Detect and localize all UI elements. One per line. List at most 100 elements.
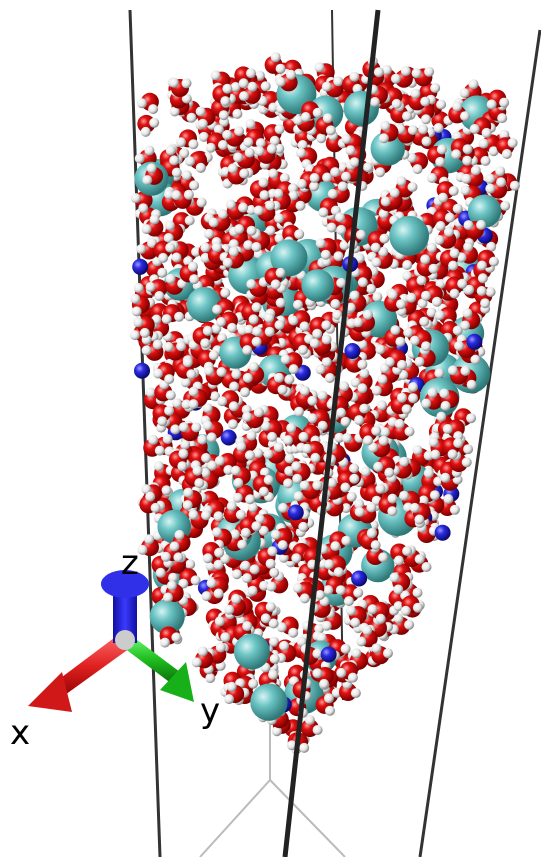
hydrogen (314, 62, 325, 73)
hydrogen (309, 338, 320, 349)
hydrogen (228, 401, 239, 412)
hydrogen (197, 118, 208, 129)
hydrogen (190, 575, 201, 586)
hydrogen (274, 320, 285, 330)
hydrogen (401, 404, 412, 415)
hydrogen (330, 299, 341, 309)
hydrogen (212, 304, 223, 315)
hydrogen (179, 148, 190, 159)
hydrogen (321, 81, 332, 92)
hydrogen (148, 104, 159, 115)
hydrogen (366, 502, 377, 513)
hydrogen (268, 618, 279, 629)
hydrogen (448, 260, 459, 271)
hydrogen (189, 274, 200, 285)
hydrogen (165, 390, 176, 401)
hydrogen (248, 314, 259, 325)
hydrogen (260, 467, 270, 478)
hydrogen (309, 181, 320, 192)
hydrogen (242, 621, 253, 632)
hydrogen (462, 308, 473, 319)
hydrogen (383, 648, 393, 659)
hydrogen (495, 166, 506, 177)
na-ion (134, 362, 150, 379)
hydrogen (240, 527, 251, 538)
hydrogen (251, 521, 262, 532)
hydrogen (165, 145, 176, 156)
hydrogen (435, 156, 446, 167)
hydrogen (381, 65, 392, 75)
hydrogen (208, 350, 219, 361)
hydrogen (436, 411, 447, 422)
hydrogen (217, 396, 228, 407)
hydrogen (288, 364, 299, 375)
hydrogen (174, 311, 185, 322)
hydrogen (340, 416, 351, 427)
hydrogen (380, 196, 391, 207)
hydrogen (145, 282, 156, 292)
hydrogen (499, 129, 510, 140)
hydrogen (452, 325, 463, 336)
hydrogen (407, 182, 418, 192)
hydrogen (244, 450, 255, 461)
hydrogen (276, 622, 287, 633)
hydrogen (204, 365, 214, 376)
hydrogen (448, 186, 459, 196)
cl-ion (186, 287, 222, 323)
hydrogen (297, 344, 308, 355)
hydrogen (400, 66, 411, 77)
hydrogen (140, 126, 151, 137)
hydrogen (324, 559, 334, 570)
hydrogen (481, 127, 492, 138)
hydrogen (421, 562, 432, 572)
hydrogen (393, 601, 404, 612)
hydrogen (499, 97, 510, 108)
hydrogen (222, 129, 233, 140)
hydrogen (225, 199, 236, 210)
hydrogen (253, 205, 264, 216)
hydrogen (232, 492, 243, 503)
hydrogen (341, 134, 352, 144)
hydrogen (255, 138, 266, 149)
hydrogen (205, 673, 216, 684)
hydrogen (226, 501, 237, 512)
hydrogen (176, 341, 187, 352)
hydrogen (339, 381, 350, 392)
hydrogen (354, 499, 365, 510)
hydrogen (428, 263, 439, 274)
hydrogen (229, 381, 240, 392)
hydrogen (466, 413, 477, 424)
hydrogen (270, 529, 281, 540)
hydrogen (202, 325, 213, 336)
hydrogen (251, 242, 262, 252)
hydrogen (409, 502, 420, 513)
hydrogen (443, 226, 454, 237)
hydrogen (370, 242, 381, 253)
hydrogen (477, 260, 487, 271)
hydrogen (157, 416, 168, 427)
hydrogen (391, 98, 402, 109)
hydrogen (253, 448, 264, 459)
hydrogen (269, 567, 280, 578)
hydrogen (453, 438, 464, 449)
hydrogen (362, 625, 373, 636)
hydrogen (232, 108, 243, 119)
hydrogen (169, 155, 180, 166)
hydrogen (371, 257, 382, 268)
hydrogen (269, 653, 280, 664)
hydrogen (384, 357, 395, 367)
hydrogen (293, 491, 304, 502)
hydrogen (265, 558, 276, 569)
hydrogen (335, 585, 346, 596)
hydrogen (216, 367, 227, 377)
hydrogen (321, 334, 332, 345)
hydrogen (375, 167, 386, 178)
hydrogen (418, 124, 429, 135)
hydrogen (378, 208, 389, 219)
hydrogen (375, 613, 386, 624)
hydrogen (312, 480, 323, 491)
hydrogen (397, 359, 407, 370)
hydrogen (387, 493, 398, 504)
hydrogen (317, 390, 328, 401)
hydrogen (353, 587, 364, 598)
